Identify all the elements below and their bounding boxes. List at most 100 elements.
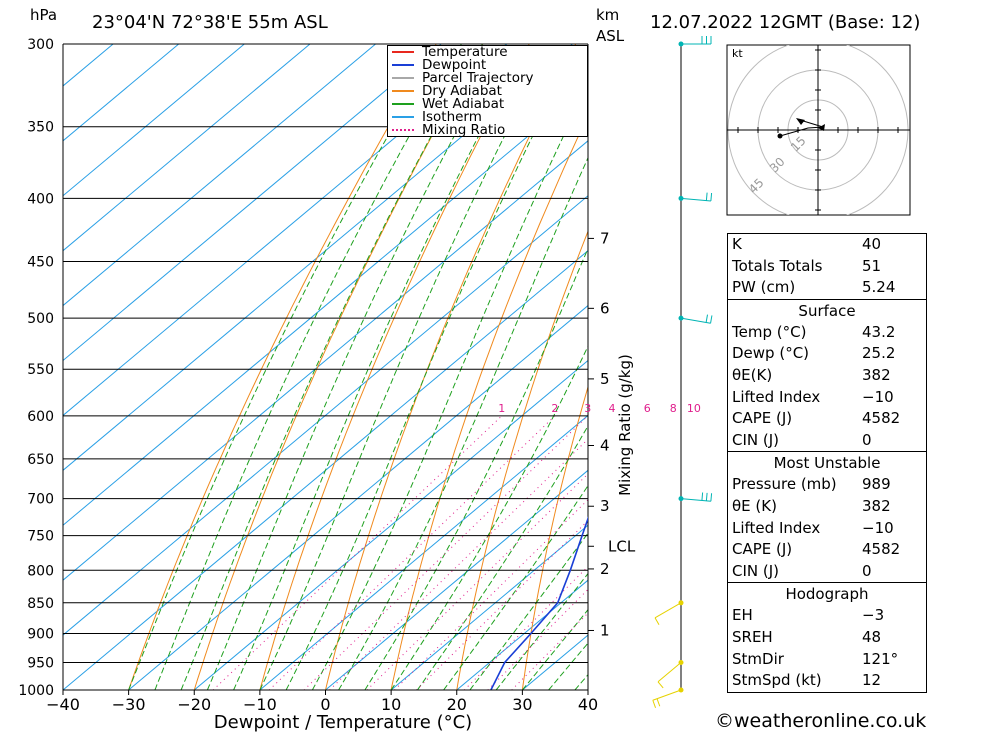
index-row: CAPE (J) 4582 bbox=[728, 408, 926, 430]
x-tick-label: −30 bbox=[112, 695, 146, 714]
mixing-ratio-label: 6 bbox=[644, 402, 651, 415]
datetime-label: 12.07.2022 12GMT (Base: 12) bbox=[650, 12, 921, 33]
legend-swatch bbox=[392, 90, 414, 93]
legend-item: Wet Adiabat bbox=[388, 96, 587, 112]
pressure-unit-label: hPa bbox=[30, 6, 58, 24]
isotherm-line bbox=[63, 44, 442, 362]
wet-adiabat-line bbox=[522, 608, 588, 690]
index-row: Temp (°C) 43.2 bbox=[728, 322, 926, 344]
hodograph-start-dot bbox=[777, 133, 783, 139]
index-value: −10 bbox=[862, 387, 894, 406]
index-value: 4582 bbox=[862, 540, 901, 559]
x-tick-label: −20 bbox=[177, 695, 211, 714]
isotherm-line bbox=[63, 44, 245, 197]
index-value: 0 bbox=[862, 430, 872, 449]
wind-barb bbox=[710, 192, 713, 202]
pressure-tick-label: 500 bbox=[27, 311, 54, 327]
index-label: StmSpd (kt) bbox=[732, 671, 822, 690]
index-label: Lifted Index bbox=[732, 518, 821, 537]
legend-swatch bbox=[392, 64, 414, 67]
wet-adiabat-line bbox=[206, 44, 505, 690]
km-tick-label: 2 bbox=[600, 560, 610, 578]
pressure-tick-label: 1000 bbox=[18, 683, 54, 699]
index-label: CAPE (J) bbox=[732, 409, 793, 428]
mixing-ratio-label: 10 bbox=[687, 402, 701, 415]
index-row: Dewp (°C) 25.2 bbox=[728, 343, 926, 365]
legend-label: Temperature bbox=[422, 44, 508, 61]
index-label: PW (cm) bbox=[732, 278, 796, 297]
index-row: CAPE (J) 4582 bbox=[728, 539, 926, 561]
wet-adiabat-line bbox=[154, 44, 462, 690]
isotherm-line bbox=[63, 44, 311, 252]
x-tick-label: 0 bbox=[320, 695, 330, 714]
pressure-tick-label: 800 bbox=[27, 563, 54, 579]
dry-adiabat-line bbox=[193, 44, 484, 690]
pressure-tick-label: 650 bbox=[27, 452, 54, 468]
index-value: 382 bbox=[862, 496, 891, 515]
legend-item: Isotherm bbox=[388, 110, 587, 124]
index-row: StmDir 121° bbox=[728, 649, 926, 671]
legend-swatch bbox=[392, 51, 414, 54]
legend-label: Wet Adiabat bbox=[422, 96, 505, 112]
isotherm-line bbox=[456, 579, 588, 690]
index-row: EH −3 bbox=[728, 605, 926, 627]
wind-barb bbox=[705, 492, 708, 501]
hodograph-unit-label: kt bbox=[732, 47, 743, 60]
index-label: θE(K) bbox=[732, 365, 773, 384]
isotherm-line bbox=[63, 44, 508, 417]
wind-barb bbox=[652, 700, 657, 708]
km-tick-label: 6 bbox=[600, 299, 610, 317]
legend-label: Mixing Ratio bbox=[422, 121, 506, 138]
index-label: SREH bbox=[732, 627, 773, 646]
km-tick-label: 4 bbox=[600, 436, 610, 454]
dry-adiabat-line bbox=[456, 229, 588, 690]
mixing-ratio-label: 1 bbox=[498, 402, 505, 415]
legend-item: Mixing Ratio bbox=[388, 121, 587, 138]
index-row: CIN (J) 0 bbox=[728, 561, 926, 583]
isotherm-line bbox=[63, 250, 588, 690]
isotherm-line bbox=[63, 44, 376, 307]
legend-item: Temperature bbox=[388, 46, 587, 59]
km-tick-label: 1 bbox=[600, 621, 610, 639]
x-tick-label: 10 bbox=[381, 695, 401, 714]
indices-panel: K 40 Totals Totals 51 PW (cm) 5.24 Surface Te… bbox=[727, 233, 927, 693]
pressure-tick-label: 450 bbox=[27, 255, 54, 271]
index-value: 989 bbox=[862, 475, 891, 494]
x-tick-label: 30 bbox=[512, 695, 532, 714]
index-row: K 40 bbox=[728, 234, 926, 256]
mixing-ratio-line bbox=[303, 415, 588, 690]
index-value: 4582 bbox=[862, 409, 901, 428]
isotherm-line bbox=[325, 469, 588, 690]
index-label: CIN (J) bbox=[732, 430, 780, 449]
x-tick-label: −40 bbox=[46, 695, 80, 714]
index-value: 40 bbox=[862, 235, 882, 253]
index-label: K bbox=[732, 235, 742, 253]
index-value: 0 bbox=[862, 561, 872, 580]
index-value: 12 bbox=[862, 671, 882, 690]
pressure-tick-label: 400 bbox=[27, 191, 54, 207]
pressure-tick-label: 700 bbox=[27, 492, 54, 508]
location-title: 23°04'N 72°38'E 55m ASL bbox=[92, 12, 328, 33]
index-row: CIN (J) 0 bbox=[728, 430, 926, 452]
index-row: SREH 48 bbox=[728, 627, 926, 649]
index-row: Totals Totals 51 bbox=[728, 256, 926, 278]
pressure-tick-label: 350 bbox=[27, 120, 54, 136]
x-tick-label: 20 bbox=[447, 695, 467, 714]
index-row: Pressure (mb) 989 bbox=[728, 474, 926, 496]
index-value: 48 bbox=[862, 627, 882, 646]
index-label: Temp (°C) bbox=[732, 322, 807, 341]
legend-swatch bbox=[392, 77, 414, 80]
hodograph-arrowhead bbox=[796, 118, 805, 125]
wet-adiabat-line bbox=[416, 424, 588, 690]
wind-barb bbox=[701, 492, 704, 501]
pressure-tick-label: 600 bbox=[27, 409, 54, 425]
dry-adiabat-line bbox=[128, 44, 437, 690]
mixing-ratio-label: 2 bbox=[551, 402, 558, 415]
isotherm-line bbox=[259, 414, 588, 690]
index-row: θE (K) 382 bbox=[728, 496, 926, 518]
dry-adiabat-line bbox=[259, 44, 530, 690]
pressure-tick-label: 850 bbox=[27, 596, 54, 612]
wind-barb-shaft bbox=[654, 602, 682, 619]
pressure-tick-label: 750 bbox=[27, 529, 54, 545]
